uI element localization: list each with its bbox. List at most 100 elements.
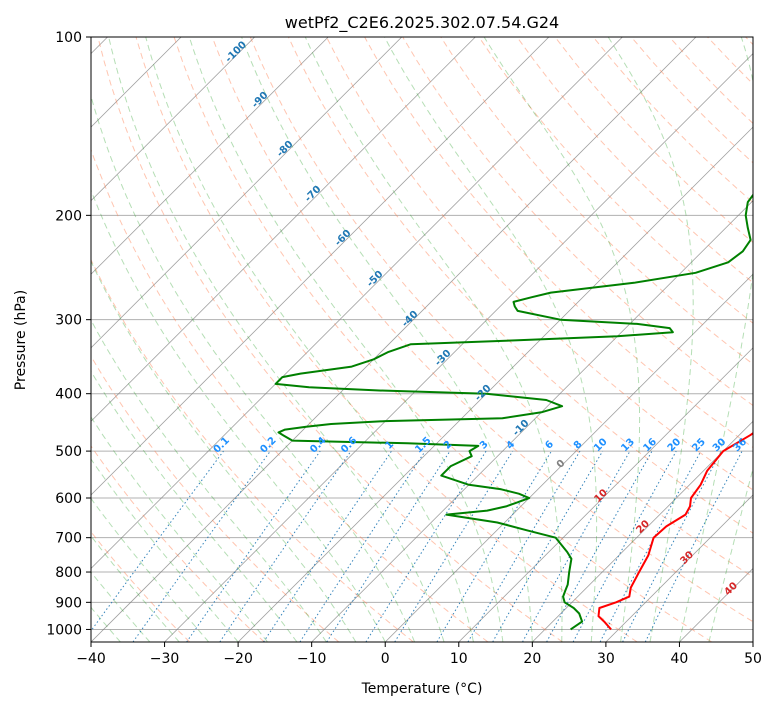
dry-adiabat-line [91,258,414,642]
isotherm-line [458,347,753,642]
moist-adiabat-line [188,37,504,642]
pressure-grid [91,37,753,630]
isotherm-line [91,37,255,202]
mixing-ratio-line [572,450,677,642]
moist-adiabat-line [108,37,445,642]
mixing-ratio-label: 0.2 [258,435,278,455]
moist-adiabat-line [304,37,563,642]
moist-adiabat-label: -100 [223,39,249,65]
skewed-isotherms [91,37,753,642]
moist-adiabat-line [678,37,753,642]
mixing-ratio-line [326,450,451,642]
moist-adiabat-line [91,260,357,642]
y-tick-label: 100 [55,30,82,46]
x-tick-label: 20 [523,651,541,667]
dry-adiabat-line [91,355,340,642]
x-tick-label: 10 [450,651,468,667]
dry-adiabat-line [707,37,753,85]
moist-adiabat-line [91,458,239,642]
x-tick-label: −30 [150,651,180,667]
isotherm-line [384,273,753,642]
y-tick-label: 600 [55,491,82,507]
x-tick-label: 50 [744,651,762,667]
isotherm-line [752,641,753,642]
moist-adiabat-label: -70 [303,184,324,205]
dry-adiabat-line [554,37,753,244]
moist-adiabat-label: -20 [473,383,494,404]
y-axis-title: Pressure (hPa) [13,290,29,390]
mixing-ratio-lines [91,450,743,642]
mixing-ratio-line [522,450,631,642]
mixing-ratio-label: 0.6 [339,435,359,455]
moist-adiabat-label: -10 [511,418,532,439]
moist-adiabat-line [91,94,416,642]
moist-adiabat-line [607,37,694,642]
x-tick-label: 40 [671,651,689,667]
isotherm-line [237,126,753,642]
y-tick-label: 1000 [46,622,82,638]
x-tick-label: −20 [223,651,253,667]
isotherm-line [91,37,623,570]
dry-adiabat-line [592,37,753,204]
x-tick-label: 30 [597,651,615,667]
mixing-ratio-line [186,450,321,642]
y-tick-label: 700 [55,531,82,547]
moist-adiabat-line [384,37,598,642]
mixing-ratio-line [394,450,514,642]
isotherm-line [532,420,753,642]
moist-adiabat-line [708,466,753,642]
y-tick-label: 800 [55,565,82,581]
moist-adiabat-line [91,497,210,642]
mixing-ratio-label: 2 [442,439,455,452]
dry-adiabat-label: 40 [722,580,740,598]
moist-adiabat-line [145,37,474,642]
plot-frame [90,36,754,643]
moist-adiabat-label: -90 [250,90,271,111]
moist-adiabat-label: -80 [275,139,296,160]
temperature-line [597,432,753,631]
x-axis-ticks: −40 −30 −20 −10 0 10 20 30 40 50 [76,642,762,667]
isotherm-line [91,37,403,349]
isotherm-line [311,200,753,642]
zero-isotherm-label: 0 [555,458,568,471]
moist-adiabat-label: -30 [433,348,454,369]
mixing-ratio-label: 3 [478,439,491,452]
mixing-ratio-line [644,450,743,642]
isotherm-line [91,37,697,642]
mixing-ratio-label: 8 [572,439,585,452]
isotherm-line [679,567,753,642]
moist-adiabat-line [91,416,268,642]
dry-adiabat-line [97,37,563,642]
moist-adiabat-line [91,319,327,642]
dry-adiabat-line [287,37,753,534]
dry-adiabat-line [173,37,713,642]
dry-adiabat-line [211,37,753,623]
moist-adiabat-line [91,188,386,642]
moist-adiabat-line [91,370,298,642]
dry-adiabats [91,37,753,642]
dry-adiabat-line [91,148,489,642]
moist-adiabats [91,37,753,642]
mixing-ratio-label: 0.4 [308,435,328,455]
dry-adiabat-line [249,37,753,578]
moist-adiabat-line [483,37,641,642]
x-axis-title: Temperature (°C) [361,681,483,697]
moist-adiabat-label: -60 [333,228,354,249]
dry-adiabat-label: 30 [678,549,696,567]
x-tick-label: −40 [76,651,106,667]
moist-adiabat-line [241,37,533,642]
x-tick-label: −10 [297,651,327,667]
isotherm-line [91,37,550,496]
isotherm-line [605,494,753,642]
isotherm-line [91,37,476,422]
mixing-ratio-line [132,450,271,642]
moist-adiabat-label: -50 [365,269,386,290]
y-tick-label: 200 [55,208,82,224]
y-tick-label: 500 [55,444,82,460]
sounding-lines [274,193,753,631]
dry-adiabat-line [91,445,265,642]
moist-adiabat-label: -40 [400,309,421,330]
y-axis-ticks: 100 200 300 400 500 600 700 800 900 1000 [46,30,91,638]
mixing-ratio-line [91,450,224,632]
mixing-ratio-line [299,450,426,642]
